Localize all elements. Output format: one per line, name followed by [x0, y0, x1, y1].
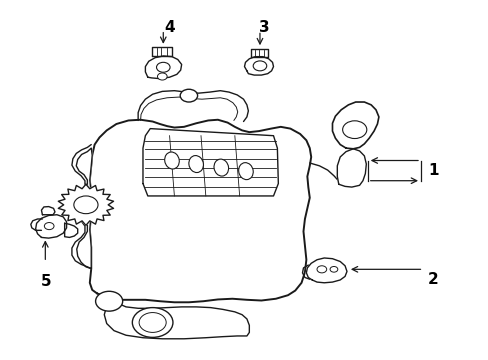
Polygon shape: [332, 102, 378, 149]
Polygon shape: [306, 258, 346, 283]
Circle shape: [156, 62, 170, 72]
Text: 3: 3: [258, 20, 268, 35]
Polygon shape: [36, 215, 66, 238]
Circle shape: [316, 266, 326, 273]
Circle shape: [253, 61, 266, 71]
Circle shape: [44, 222, 54, 230]
Text: 2: 2: [427, 272, 438, 287]
Polygon shape: [41, 207, 55, 215]
Polygon shape: [58, 184, 113, 225]
Text: 4: 4: [164, 20, 175, 35]
Polygon shape: [142, 129, 278, 196]
Text: 5: 5: [41, 274, 52, 288]
Polygon shape: [145, 56, 181, 78]
Polygon shape: [64, 223, 78, 238]
Ellipse shape: [188, 156, 203, 172]
Polygon shape: [251, 49, 267, 57]
Circle shape: [342, 121, 366, 139]
Circle shape: [132, 307, 173, 337]
Polygon shape: [151, 48, 172, 56]
Ellipse shape: [214, 159, 228, 176]
Text: 1: 1: [427, 163, 438, 178]
Polygon shape: [90, 120, 310, 302]
Circle shape: [180, 89, 197, 102]
Circle shape: [74, 196, 98, 214]
Ellipse shape: [238, 163, 253, 180]
Polygon shape: [337, 149, 366, 187]
Polygon shape: [76, 148, 92, 269]
Polygon shape: [244, 57, 273, 75]
Circle shape: [329, 266, 337, 272]
Ellipse shape: [164, 152, 179, 169]
Circle shape: [157, 73, 167, 80]
Circle shape: [95, 291, 122, 311]
Polygon shape: [104, 298, 249, 339]
Circle shape: [139, 312, 166, 332]
